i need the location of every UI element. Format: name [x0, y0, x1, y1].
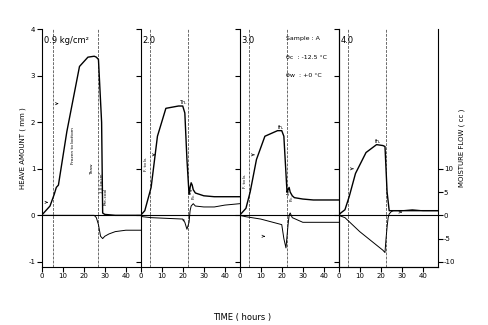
Text: Thaw: Thaw: [90, 163, 94, 175]
Text: Th.: Th.: [179, 100, 186, 105]
Text: 3.0 kg/cm²: 3.0 kg/cm²: [100, 172, 103, 193]
Text: F. to b.: F. to b.: [143, 157, 147, 171]
Text: TIME ( hours ): TIME ( hours ): [213, 313, 270, 322]
Text: fh.: fh.: [277, 125, 284, 130]
Text: P.c.: P.c.: [289, 194, 293, 201]
Text: θc  : -12.5 °C: θc : -12.5 °C: [285, 55, 326, 60]
Text: 2.0: 2.0: [142, 36, 156, 45]
Y-axis label: MOISTURE FLOW ( cc ): MOISTURE FLOW ( cc ): [457, 109, 464, 187]
Text: 4.0: 4.0: [340, 36, 353, 45]
Text: P.c.: P.c.: [191, 192, 195, 199]
Text: F. to b.: F. to b.: [243, 173, 246, 188]
Text: Sample : A: Sample : A: [285, 36, 319, 41]
Text: Frozen to bottom: Frozen to bottom: [71, 127, 75, 164]
Text: *: *: [182, 218, 185, 223]
Text: fh.: fh.: [374, 139, 380, 144]
Text: 0.9 kg/cm²: 0.9 kg/cm²: [43, 36, 88, 45]
Text: 4.0: 4.0: [286, 189, 290, 195]
Text: 3.0: 3.0: [241, 36, 254, 45]
Text: θw  : +0 °C: θw : +0 °C: [285, 73, 321, 78]
Text: a.g.: a.g.: [188, 186, 192, 194]
Text: Pre-cool: Pre-cool: [103, 188, 107, 205]
Y-axis label: HEAVE AMOUNT ( mm ): HEAVE AMOUNT ( mm ): [19, 107, 25, 189]
